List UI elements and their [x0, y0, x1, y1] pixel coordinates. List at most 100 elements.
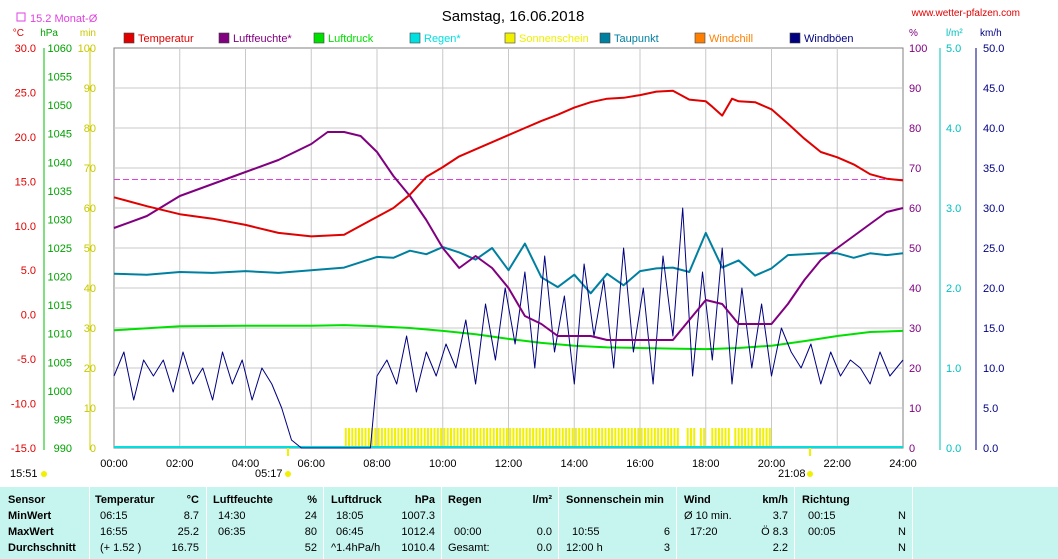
- temp-tick-label: -10.0: [11, 399, 36, 411]
- legend-swatch: [504, 32, 516, 44]
- series-temperatur: [113, 89, 904, 238]
- pressure-tick-label: 1060: [48, 43, 72, 55]
- stats-header-humidity: Luftfeuchte: [213, 494, 273, 506]
- temp-tick-label: -15.0: [11, 443, 36, 455]
- x-tick-label: 18:00: [692, 458, 720, 470]
- chart-title: Samstag, 16.06.2018: [442, 8, 585, 25]
- stats-dir-min-value: N: [898, 510, 906, 522]
- pressure-axis-unit: hPa: [40, 28, 58, 39]
- wind-tick-label: 5.0: [983, 403, 998, 415]
- time-left-label: 15:51: [10, 468, 38, 480]
- humidity-tick-label: 40: [909, 283, 921, 295]
- sun-tick-label: 10: [84, 403, 96, 415]
- legend-item: Luftfeuchte*: [218, 32, 292, 45]
- pressure-tick-label: 995: [54, 414, 72, 426]
- x-tick-label: 00:00: [100, 458, 128, 470]
- legend-label: Windböen: [804, 33, 854, 45]
- stats-temp-max-time: 16:55: [100, 526, 128, 538]
- humidity-tick-label: 60: [909, 203, 921, 215]
- legend-swatch: [694, 32, 706, 44]
- legend-swatch: [599, 32, 611, 44]
- stats-press-avg-value: 1010.4: [401, 542, 435, 554]
- stats-col-temperature: Temperatur °C 06:15 8.7 16:55 25.2 (+ 1.…: [95, 487, 203, 559]
- pressure-tick-label: 1000: [48, 386, 72, 398]
- legend-swatch: [218, 32, 230, 44]
- stats-header-temperature: Temperatur: [95, 494, 155, 506]
- temp-axis-unit: °C: [13, 28, 24, 39]
- wind-axis-unit: km/h: [980, 28, 1002, 39]
- x-tick-label: 02:00: [166, 458, 194, 470]
- temp-tick-label: 10.0: [15, 221, 36, 233]
- legend-swatch: [789, 32, 801, 44]
- stats-header-direction: Richtung: [802, 494, 850, 506]
- pressure-tick-label: 1055: [48, 72, 72, 84]
- stats-wind-min-label: Ø 10 min.: [684, 510, 732, 522]
- x-tick-label: 12:00: [495, 458, 523, 470]
- stats-sun-max-time: 10:55: [572, 526, 600, 538]
- legend-swatch: [313, 32, 325, 44]
- pressure-tick-label: 1015: [48, 300, 72, 312]
- stats-col-rain: Regen l/m² 00:00 0.0 Gesamt: 0.0: [448, 487, 554, 559]
- humidity-tick-label: 10: [909, 403, 921, 415]
- sunset-icon: [807, 471, 813, 477]
- x-tick-label: 22:00: [823, 458, 851, 470]
- stats-label-min: MinWert: [8, 510, 52, 522]
- humidity-tick-label: 50: [909, 243, 921, 255]
- stats-dir-max-value: N: [898, 526, 906, 538]
- x-tick-label: 10:00: [429, 458, 457, 470]
- temp-tick-label: 5.0: [21, 265, 36, 277]
- legend-label: Regen*: [424, 33, 461, 45]
- humidity-tick-label: 0: [909, 443, 915, 455]
- pressure-tick-label: 990: [54, 443, 72, 455]
- legend-label: Temperatur: [138, 33, 194, 45]
- legend-label: Luftfeuchte*: [233, 33, 292, 45]
- wind-tick-label: 50.0: [983, 43, 1004, 55]
- stats-col-direction: Richtung 00:15 N 00:05 N N: [802, 487, 908, 559]
- stats-temp-min-time: 06:15: [100, 510, 128, 522]
- humidity-tick-label: 30: [909, 323, 921, 335]
- wind-tick-label: 25.0: [983, 243, 1004, 255]
- stats-hum-max-time: 06:35: [218, 526, 246, 538]
- stats-press-trend: ^1.4hPa/h: [331, 542, 381, 554]
- legend-item: Temperatur: [123, 32, 194, 45]
- x-tick-label: 08:00: [363, 458, 391, 470]
- sun-tick-label: 20: [84, 363, 96, 375]
- pressure-tick-label: 1010: [48, 329, 72, 341]
- pressure-tick-label: 1020: [48, 272, 72, 284]
- wind-tick-label: 15.0: [983, 323, 1004, 335]
- pressure-tick-label: 1045: [48, 129, 72, 141]
- stats-press-max-time: 06:45: [336, 526, 364, 538]
- stats-unit-rain: l/m²: [532, 494, 552, 506]
- x-tick-label: 04:00: [232, 458, 260, 470]
- statistics-table: Sensor MinWert MaxWert Durchschnitt Temp…: [0, 487, 1058, 559]
- rain-tick-label: 2.0: [946, 283, 961, 295]
- stats-rain-total-label: Gesamt:: [448, 542, 490, 554]
- rain-tick-label: 3.0: [946, 203, 961, 215]
- stats-press-max-value: 1012.4: [401, 526, 435, 538]
- humidity-axis-unit: %: [909, 28, 918, 39]
- sun-tick-label: 30: [84, 323, 96, 335]
- sunrise-label: 05:17: [255, 468, 283, 480]
- stats-unit-humidity: %: [307, 494, 317, 506]
- chart-axes: 00:00 02:00 04:00 06:00 08:00 10:00 12:00 14:00…: [11, 28, 1005, 470]
- sun-tick-label: 100: [78, 43, 96, 55]
- stats-temp-min-value: 8.7: [183, 510, 199, 522]
- stats-col-sensor: Sensor MinWert MaxWert Durchschnitt: [8, 487, 88, 559]
- legend: Temperatur Luftfeuchte* Luftdruck Regen* Son…: [123, 32, 854, 45]
- sun-tick-label: 60: [84, 203, 96, 215]
- pressure-tick-label: 1040: [48, 157, 72, 169]
- stats-header-sensor: Sensor: [8, 494, 46, 506]
- stats-header-rain: Regen: [448, 494, 482, 506]
- rain-tick-label: 1.0: [946, 363, 961, 375]
- stats-header-sunshine: Sonnenschein min: [566, 494, 664, 506]
- legend-item: Regen*: [409, 32, 461, 45]
- stats-sun-total-label: 12:00 h: [566, 542, 603, 554]
- stats-wind-max-value: Ö 8.3: [761, 526, 788, 538]
- stats-hum-avg-value: 52: [304, 542, 317, 554]
- sun-tick-label: 80: [84, 123, 96, 135]
- series-taupunkt: [113, 231, 904, 295]
- stats-press-min-value: 1007.3: [401, 510, 435, 522]
- temp-tick-label: -5.0: [17, 354, 36, 366]
- x-tick-label: 16:00: [626, 458, 654, 470]
- wind-tick-label: 45.0: [983, 83, 1004, 95]
